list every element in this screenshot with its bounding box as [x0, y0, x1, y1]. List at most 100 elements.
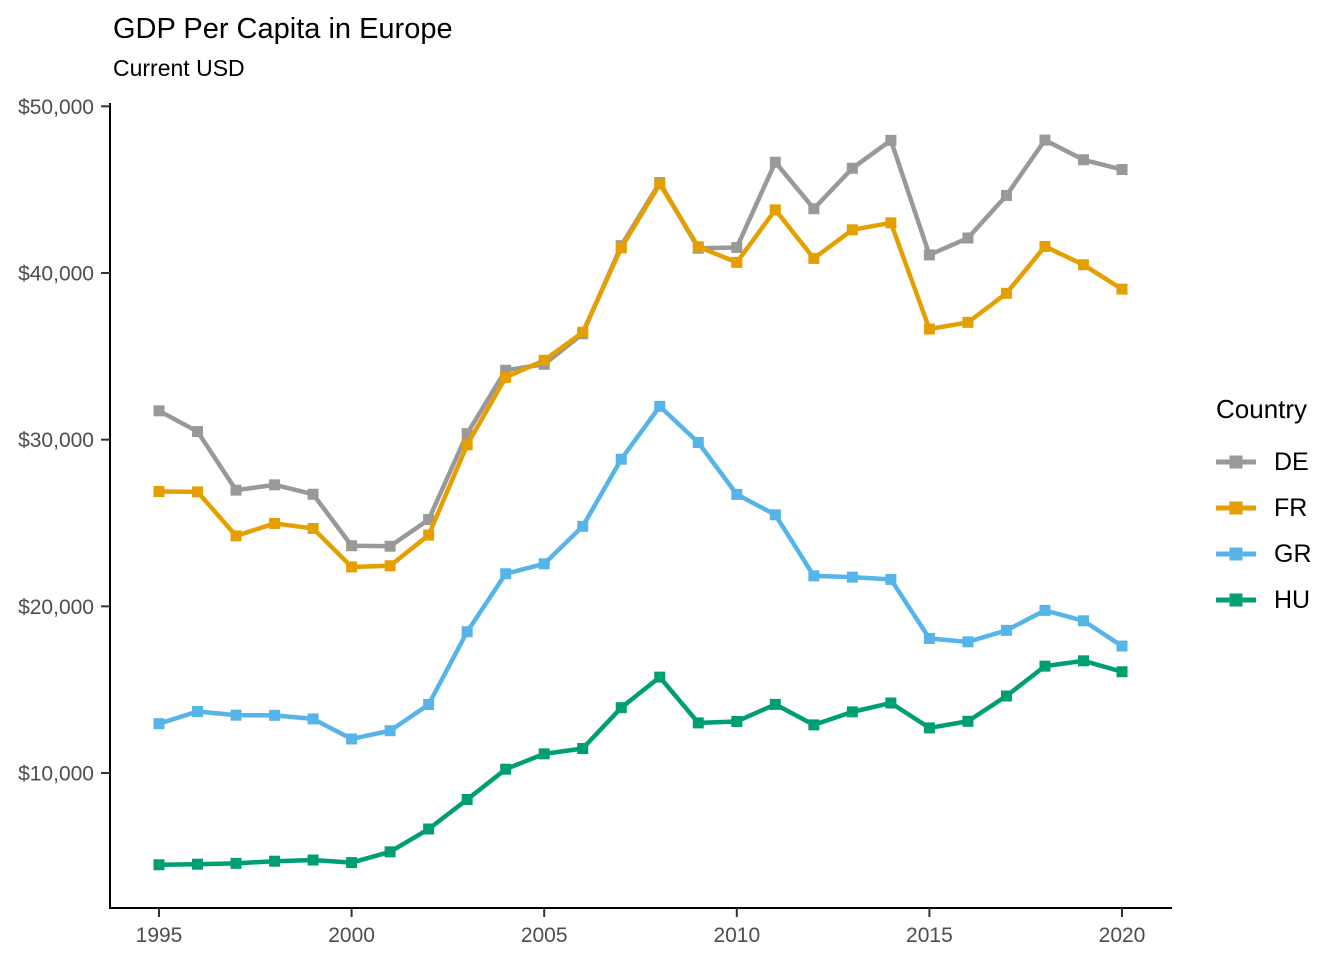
data-point-DE: [885, 134, 897, 146]
data-point-HU: [538, 748, 550, 760]
data-point-GR: [654, 400, 666, 412]
data-point-FR: [1116, 283, 1128, 295]
legend-key-GR: [1216, 547, 1256, 561]
data-point-DE: [461, 428, 473, 440]
data-point-DE: [731, 241, 743, 253]
data-point-GR: [846, 571, 858, 583]
data-point-HU: [423, 823, 435, 835]
legend-title: Country: [1216, 394, 1308, 424]
data-point-GR: [615, 453, 627, 465]
data-point-GR: [1039, 604, 1051, 616]
data-point-FR: [923, 323, 935, 335]
data-point-GR: [230, 709, 242, 721]
data-point-FR: [1000, 287, 1012, 299]
x-tick-label: 2005: [521, 924, 568, 947]
data-point-GR: [692, 437, 704, 449]
x-tick-label: 2020: [1099, 924, 1146, 947]
data-point-GR: [577, 520, 589, 532]
data-point-DE: [192, 426, 204, 438]
legend-key-FR: [1216, 501, 1256, 515]
data-point-HU: [153, 859, 165, 871]
data-point-DE: [846, 162, 858, 174]
data-point-GR: [153, 718, 165, 730]
data-point-FR: [307, 522, 319, 534]
data-point-FR: [269, 517, 281, 529]
legend-label-GR: GR: [1274, 539, 1312, 568]
data-point-DE: [153, 405, 165, 417]
data-point-HU: [615, 702, 627, 714]
data-point-GR: [923, 632, 935, 644]
data-point-FR: [731, 256, 743, 268]
data-point-FR: [346, 561, 358, 573]
data-point-DE: [230, 484, 242, 496]
data-point-HU: [923, 722, 935, 734]
data-point-HU: [461, 794, 473, 806]
chart-title: GDP Per Capita in Europe: [113, 13, 453, 45]
data-point-FR: [384, 560, 396, 572]
data-point-FR: [769, 204, 781, 216]
x-tick-label: 2010: [713, 924, 760, 947]
data-point-DE: [423, 514, 435, 526]
data-point-GR: [1116, 640, 1128, 652]
data-point-HU: [654, 671, 666, 683]
data-point-GR: [192, 706, 204, 718]
legend-label-FR: FR: [1274, 493, 1308, 522]
data-point-GR: [307, 713, 319, 725]
legend-key-DE: [1216, 455, 1256, 469]
data-point-FR: [538, 354, 550, 366]
data-point-HU: [769, 698, 781, 710]
data-point-HU: [692, 717, 704, 729]
data-point-GR: [500, 568, 512, 580]
data-point-FR: [500, 371, 512, 383]
x-tick-label: 2015: [906, 924, 953, 947]
data-point-HU: [808, 719, 820, 731]
data-point-HU: [307, 854, 319, 866]
data-point-HU: [1039, 660, 1051, 672]
data-point-HU: [1077, 655, 1089, 667]
data-point-GR: [731, 488, 743, 500]
data-point-HU: [1000, 690, 1012, 702]
data-point-HU: [192, 858, 204, 870]
data-point-HU: [500, 763, 512, 775]
data-point-GR: [885, 573, 897, 585]
data-point-HU: [731, 715, 743, 727]
data-point-HU: [577, 743, 589, 755]
data-point-GR: [346, 733, 358, 745]
data-point-GR: [808, 570, 820, 582]
series-line-FR: [158, 181, 1124, 570]
data-point-FR: [846, 224, 858, 236]
data-point-HU: [346, 857, 358, 869]
data-point-DE: [307, 488, 319, 500]
data-point-GR: [269, 709, 281, 721]
data-point-DE: [808, 203, 820, 215]
x-tick-label: 2000: [328, 924, 375, 947]
legend-item-DE: DE: [1214, 439, 1344, 485]
data-point-DE: [769, 156, 781, 168]
data-point-FR: [461, 439, 473, 451]
legend-label-DE: DE: [1274, 447, 1309, 476]
data-point-FR: [230, 530, 242, 542]
legend-label-HU: HU: [1274, 585, 1311, 614]
data-point-DE: [1116, 164, 1128, 176]
legend-items: DE FR GR HU: [1214, 439, 1344, 623]
data-point-HU: [885, 697, 897, 709]
series-line-HU: [158, 658, 1123, 868]
data-point-GR: [461, 626, 473, 638]
series-line-DE: [157, 137, 1123, 549]
legend-item-GR: GR: [1214, 531, 1344, 577]
data-point-FR: [1077, 259, 1089, 271]
data-point-DE: [269, 479, 281, 491]
data-point-DE: [1039, 134, 1051, 146]
data-point-FR: [423, 529, 435, 541]
data-point-DE: [346, 540, 358, 552]
data-point-DE: [923, 249, 935, 261]
y-tick-label: $30,000: [18, 429, 94, 452]
y-tick-label: $40,000: [18, 263, 94, 286]
x-tick-label: 1995: [136, 924, 183, 947]
legend-item-FR: FR: [1214, 485, 1344, 531]
data-point-HU: [384, 846, 396, 858]
y-tick-label: $50,000: [18, 96, 94, 119]
data-point-HU: [230, 857, 242, 869]
data-point-HU: [962, 715, 974, 727]
